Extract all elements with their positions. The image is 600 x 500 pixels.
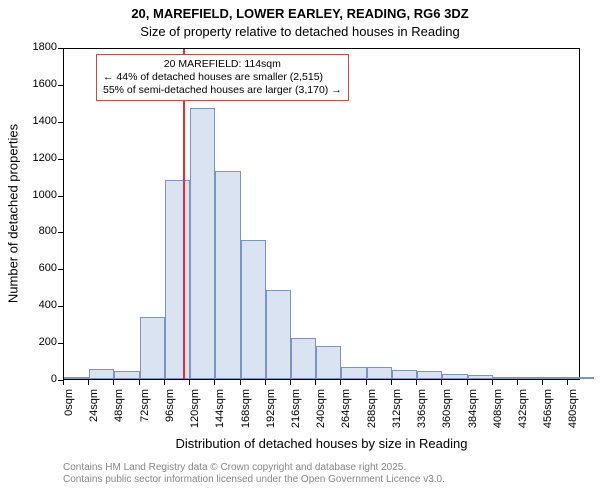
x-tick-label: 120sqm (189, 389, 201, 444)
x-tick-label: 240sqm (315, 389, 327, 444)
y-tick-label: 0 (17, 373, 57, 385)
y-axis-label: Number of detached properties (6, 48, 21, 380)
x-tick-label: 384sqm (467, 389, 479, 444)
y-tick-label: 400 (17, 299, 57, 311)
histogram-bar (140, 317, 165, 379)
footer-line1: Contains HM Land Registry data © Crown c… (63, 462, 445, 474)
x-tick-label: 0sqm (63, 389, 75, 444)
histogram-bar (367, 367, 392, 379)
histogram-bar (493, 377, 518, 379)
x-tick-label: 312sqm (391, 389, 403, 444)
chart-container: 20, MAREFIELD, LOWER EARLEY, READING, RG… (0, 0, 600, 500)
x-tick-mark (113, 380, 114, 385)
x-tick-mark (567, 380, 568, 385)
x-tick-mark (139, 380, 140, 385)
histogram-bar (568, 377, 593, 379)
x-tick-mark (214, 380, 215, 385)
annotation-line2: ← 44% of detached houses are smaller (2,… (103, 71, 342, 84)
histogram-bar (468, 375, 493, 379)
x-tick-mark (416, 380, 417, 385)
y-tick-label: 1200 (17, 152, 57, 164)
title-line2: Size of property relative to detached ho… (0, 24, 600, 39)
title-line1: 20, MAREFIELD, LOWER EARLEY, READING, RG… (0, 6, 600, 21)
x-tick-label: 480sqm (567, 389, 579, 444)
histogram-bar (114, 371, 139, 379)
y-tick-mark (58, 48, 63, 49)
x-tick-label: 432sqm (517, 389, 529, 444)
y-tick-label: 800 (17, 225, 57, 237)
x-tick-label: 168sqm (240, 389, 252, 444)
y-tick-mark (58, 85, 63, 86)
x-tick-label: 48sqm (113, 389, 125, 444)
x-tick-label: 288sqm (366, 389, 378, 444)
x-tick-label: 264sqm (340, 389, 352, 444)
plot-area: 20 MAREFIELD: 114sqm ← 44% of detached h… (63, 48, 580, 380)
x-tick-mark (88, 380, 89, 385)
x-tick-mark (340, 380, 341, 385)
histogram-bar (291, 338, 316, 380)
histogram-bar (165, 180, 190, 379)
annotation-line3: 55% of semi-detached houses are larger (… (103, 84, 342, 97)
histogram-bar (518, 377, 543, 379)
x-tick-mark (467, 380, 468, 385)
annotation-line1: 20 MAREFIELD: 114sqm (103, 58, 342, 71)
x-tick-mark (517, 380, 518, 385)
x-tick-mark (542, 380, 543, 385)
y-tick-mark (58, 122, 63, 123)
x-tick-label: 216sqm (290, 389, 302, 444)
histogram-bar (341, 367, 366, 379)
x-tick-label: 408sqm (492, 389, 504, 444)
x-tick-label: 144sqm (214, 389, 226, 444)
y-tick-label: 1400 (17, 115, 57, 127)
x-tick-mark (290, 380, 291, 385)
x-tick-label: 456sqm (542, 389, 554, 444)
y-tick-mark (58, 196, 63, 197)
x-tick-mark (441, 380, 442, 385)
x-tick-mark (492, 380, 493, 385)
y-tick-label: 200 (17, 336, 57, 348)
histogram-bar (316, 346, 341, 379)
x-tick-mark (189, 380, 190, 385)
x-tick-label: 24sqm (88, 389, 100, 444)
histogram-bar (392, 370, 417, 379)
y-tick-mark (58, 232, 63, 233)
y-tick-label: 1800 (17, 41, 57, 53)
histogram-bar (215, 171, 240, 379)
x-tick-label: 72sqm (139, 389, 151, 444)
x-tick-label: 96sqm (164, 389, 176, 444)
x-tick-mark (63, 380, 64, 385)
x-tick-mark (315, 380, 316, 385)
x-tick-mark (265, 380, 266, 385)
y-tick-mark (58, 159, 63, 160)
y-tick-mark (58, 343, 63, 344)
footer-text: Contains HM Land Registry data © Crown c… (63, 462, 445, 486)
x-tick-mark (240, 380, 241, 385)
x-tick-label: 360sqm (441, 389, 453, 444)
histogram-bar (241, 240, 266, 379)
histogram-bar (64, 377, 89, 379)
histogram-bar (89, 369, 114, 379)
histogram-bar (543, 377, 568, 379)
footer-line2: Contains public sector information licen… (63, 474, 445, 486)
x-tick-label: 336sqm (416, 389, 428, 444)
histogram-bar (417, 371, 442, 379)
y-tick-label: 1600 (17, 78, 57, 90)
y-tick-label: 1000 (17, 189, 57, 201)
y-tick-mark (58, 269, 63, 270)
y-tick-label: 600 (17, 262, 57, 274)
y-tick-mark (58, 306, 63, 307)
histogram-bar (266, 290, 291, 379)
x-tick-mark (164, 380, 165, 385)
x-tick-label: 192sqm (265, 389, 277, 444)
histogram-bar (190, 108, 215, 379)
histogram-bar (442, 374, 467, 379)
annotation-box: 20 MAREFIELD: 114sqm ← 44% of detached h… (96, 54, 349, 101)
x-tick-mark (391, 380, 392, 385)
x-tick-mark (366, 380, 367, 385)
